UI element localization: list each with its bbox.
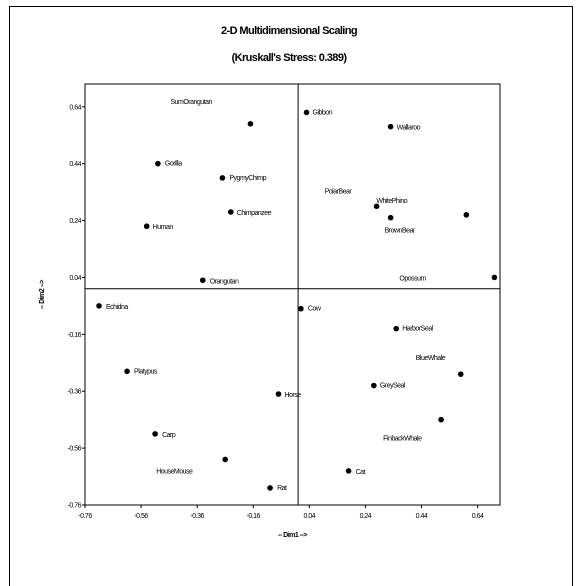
point-label: BrownBear: [385, 228, 416, 235]
point-label: Human: [153, 224, 174, 231]
chart-frame: [9, 6, 573, 586]
x-tick-label: 0.04: [304, 513, 316, 520]
point-label: Gorilla: [165, 161, 182, 168]
y-tick-label: -0.56: [68, 446, 82, 453]
point-label: PygmyChimp: [229, 175, 266, 182]
plot-area: [84, 83, 501, 506]
point-label: SumOrangutan: [170, 99, 212, 106]
data-point: [152, 431, 158, 437]
data-point: [393, 325, 400, 332]
data-point: [387, 214, 394, 221]
point-label: Horse: [284, 392, 301, 399]
data-point: [387, 123, 394, 130]
data-point: [438, 416, 444, 423]
data-point: [267, 485, 273, 491]
point-label: Chimpanzee: [237, 210, 272, 217]
y-tick-label: 0.44: [69, 161, 81, 168]
data-point: [96, 303, 102, 309]
point-label: Gibbon: [313, 109, 333, 116]
x-tick-label: 0.24: [360, 513, 372, 520]
y-tick-label: 0.64: [69, 104, 81, 111]
y-axis-label: -- Dim2 -->: [39, 280, 46, 309]
data-point: [298, 305, 304, 312]
y-tick-label: -0.76: [68, 503, 82, 510]
point-label: WhitePhino: [376, 198, 407, 205]
x-tick-label: -0.16: [247, 513, 261, 520]
point-label: FinbackWhale: [383, 436, 422, 443]
data-point: [247, 121, 254, 127]
data-point: [222, 456, 229, 463]
point-label: Carp: [162, 432, 176, 439]
point-label: Platypus: [134, 368, 158, 375]
data-point: [228, 209, 234, 215]
point-label: GreySeal: [380, 383, 406, 390]
point-label: Orangutan: [210, 278, 239, 285]
data-point: [345, 468, 352, 474]
data-point: [491, 274, 498, 281]
data-point: [199, 277, 206, 284]
data-point: [124, 368, 130, 375]
point-label: BlueWhale: [416, 355, 446, 362]
data-point: [371, 382, 377, 389]
point-label: Cow: [308, 306, 322, 313]
y-tick-label: -0.36: [68, 389, 82, 396]
x-axis-label: -- Dim1 -->: [278, 532, 307, 539]
point-label: HouseMouse: [156, 468, 193, 475]
y-tick-label: 0.24: [69, 218, 81, 225]
point-label: Opossum: [399, 275, 426, 282]
data-point: [275, 391, 282, 397]
data-point: [155, 160, 161, 167]
x-tick-label: 0.64: [472, 513, 484, 520]
x-tick-label: -0.56: [134, 513, 148, 520]
y-tick-label: 0.04: [69, 275, 81, 282]
x-tick-label: 0.44: [416, 513, 428, 520]
x-tick-label: -0.76: [78, 513, 92, 520]
y-tick-label: -0.16: [68, 332, 82, 339]
data-point: [373, 203, 380, 210]
data-point: [143, 223, 150, 230]
point-label: Wallaroo: [397, 125, 421, 132]
point-label: Echidna: [106, 304, 128, 311]
x-tick-label: -0.36: [190, 513, 204, 520]
chart-subtitle: (Kruskall's Stress: 0.389): [231, 52, 347, 64]
point-label: Rat: [277, 485, 287, 492]
point-label: HarborSeal: [402, 326, 433, 333]
point-label: Cat: [356, 469, 366, 476]
data-point: [457, 371, 464, 377]
data-point: [219, 175, 226, 181]
data-point: [463, 212, 470, 218]
chart-title: 2-D Multidimensional Scaling: [221, 25, 358, 37]
point-label: PolarBear: [325, 188, 353, 195]
data-point: [303, 109, 310, 116]
